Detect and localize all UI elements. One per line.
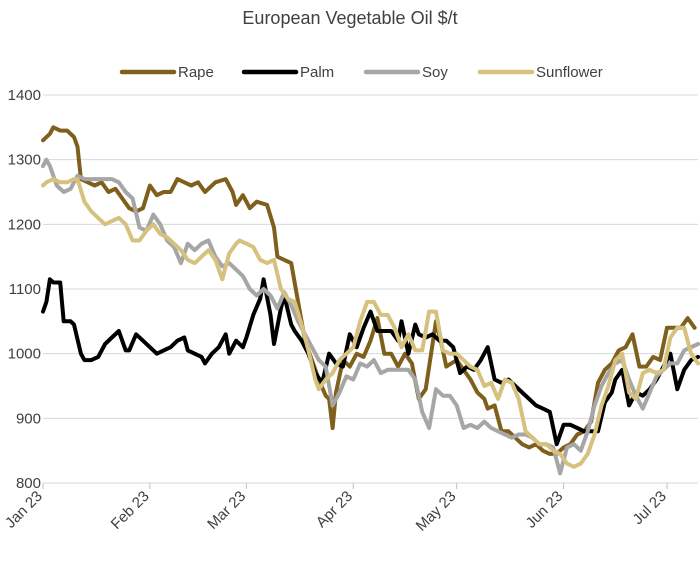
chart-title: European Vegetable Oil $/t: [242, 8, 458, 28]
x-tick-label: Jan 23: [2, 488, 46, 532]
y-tick-label: 1000: [8, 346, 41, 363]
x-axis: [42, 482, 698, 489]
x-tick-label: Apr 23: [313, 488, 356, 531]
x-tick-label: May 23: [413, 488, 460, 535]
x-tick-label: Jul 23: [629, 488, 669, 528]
gridlines: [43, 94, 698, 419]
x-tick-label: Mar 23: [204, 488, 249, 533]
x-tick-label: Feb 23: [108, 488, 153, 533]
y-tick-label: 900: [16, 410, 41, 427]
legend-label-rape: Rape: [178, 64, 214, 81]
y-tick-label: 800: [16, 475, 41, 492]
series-lines: [41, 125, 700, 476]
y-tick-label: 1200: [8, 216, 41, 233]
x-axis-tick-labels: Jan 23 Feb 23 Mar 23 Apr 23 May 23 Jun 23 Jul …: [2, 488, 670, 535]
legend-label-palm: Palm: [300, 64, 334, 81]
y-tick-label: 1100: [9, 281, 41, 298]
legend-label-sunflower: Sunflower: [536, 64, 603, 81]
y-tick-label: 1300: [8, 152, 41, 169]
legend: Rape Palm Soy Sunflower: [119, 64, 603, 81]
legend-label-soy: Soy: [422, 64, 448, 81]
y-axis-tick-labels: 800 900 1000 1100 1200 1300 1400: [8, 87, 41, 492]
series-line-palm: [41, 277, 700, 447]
y-tick-label: 1400: [8, 87, 41, 104]
x-tick-label: Jun 23: [523, 488, 567, 532]
series-line-sunflower: [41, 177, 700, 469]
